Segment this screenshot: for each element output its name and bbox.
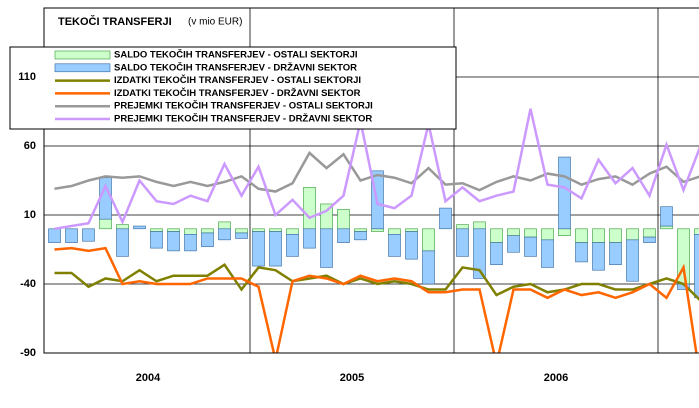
- bar: [218, 228, 231, 241]
- bar: [371, 228, 384, 232]
- bar: [592, 228, 605, 243]
- bar: [286, 234, 299, 257]
- bar: [524, 236, 537, 257]
- legend-label: IZDATKI TEKOČIH TRANSFERJEV - DRŽAVNI SE…: [114, 87, 361, 99]
- bar: [184, 234, 197, 252]
- legend-box: [9, 46, 457, 130]
- bar: [116, 228, 129, 257]
- plot-area: [44, 8, 699, 353]
- bar: [252, 228, 265, 232]
- legend-label: SALDO TEKOČIH TRANSFERJEV - OSTALI SEKTO…: [114, 49, 358, 61]
- bar: [422, 228, 435, 252]
- bar: [643, 236, 656, 243]
- legend-swatch: [54, 50, 111, 60]
- bar: [405, 231, 418, 260]
- bar: [320, 228, 333, 268]
- bar: [541, 239, 554, 268]
- line: [54, 262, 699, 301]
- bar: [422, 250, 435, 285]
- plot-frame: [43, 7, 699, 354]
- bar: [201, 228, 214, 234]
- bar: [592, 242, 605, 271]
- x-group-label: 2005: [340, 372, 364, 384]
- y-tick-label: 10: [24, 209, 36, 221]
- bar: [303, 228, 316, 249]
- x-group-label: 2004: [136, 372, 161, 384]
- bar: [456, 224, 469, 230]
- bar: [609, 242, 622, 265]
- bar: [541, 228, 554, 241]
- bar: [116, 224, 129, 230]
- legend-label: SALDO TEKOČIH TRANSFERJEV - DRŽAVNI SEKT…: [114, 61, 357, 73]
- bar: [626, 239, 639, 282]
- bar: [439, 207, 452, 230]
- bar: [82, 228, 95, 242]
- bar: [167, 231, 180, 252]
- bar: [575, 242, 588, 263]
- x-group-label: 2006: [544, 372, 568, 384]
- chart-subtitle: (v mio EUR): [188, 17, 242, 28]
- bar: [643, 228, 656, 238]
- chart-title: TEKOČI TRANSFERJI: [58, 15, 172, 28]
- bar: [286, 228, 299, 235]
- bar: [150, 228, 163, 232]
- line: [54, 150, 699, 193]
- bar: [660, 206, 673, 227]
- y-tick-label: 60: [24, 140, 36, 152]
- y-tick-label: -90: [20, 347, 36, 359]
- bar: [507, 235, 520, 253]
- line: [54, 246, 698, 353]
- legend-label: PREJEMKI TEKOČIH TRANSFERJEV - OSTALI SE…: [114, 100, 373, 112]
- bar: [405, 228, 418, 232]
- legend: SALDO TEKOČIH TRANSFERJEV - OSTALI SEKTO…: [9, 46, 457, 130]
- bar: [558, 156, 571, 230]
- bar: [473, 221, 486, 230]
- bar: [490, 242, 503, 265]
- bar: [99, 218, 112, 230]
- bar: [269, 228, 282, 232]
- bar: [694, 234, 699, 299]
- bar: [252, 231, 265, 267]
- bar: [167, 228, 180, 232]
- bar: [201, 232, 214, 248]
- bar: [235, 228, 248, 234]
- bar: [626, 228, 639, 241]
- bar: [218, 221, 231, 230]
- line: [54, 108, 699, 231]
- bar: [524, 228, 537, 238]
- bar: [388, 234, 401, 257]
- legend-label: IZDATKI TEKOČIH TRANSFERJEV - OSTALI SEK…: [114, 74, 361, 86]
- bar: [694, 228, 699, 235]
- bar: [337, 209, 350, 230]
- bar: [473, 228, 486, 279]
- bar: [575, 228, 588, 243]
- bar: [133, 225, 146, 230]
- bar: [303, 187, 316, 230]
- bar: [609, 228, 622, 243]
- bar: [269, 231, 282, 267]
- bar: [184, 228, 197, 235]
- bar: [354, 228, 367, 232]
- legend-swatch: [54, 63, 111, 73]
- bar: [388, 228, 401, 235]
- bar: [65, 228, 78, 243]
- bar: [490, 228, 503, 243]
- bar: [48, 228, 61, 243]
- bar: [558, 228, 571, 237]
- y-tick-label: -40: [20, 278, 36, 290]
- legend-label: PREJEMKI TEKOČIH TRANSFERJEV - DRŽAVNI S…: [114, 113, 372, 125]
- bar: [507, 228, 520, 237]
- bar: [354, 231, 367, 241]
- bar: [337, 228, 350, 243]
- bar: [150, 231, 163, 249]
- bar: [235, 232, 248, 239]
- bar: [456, 228, 469, 257]
- y-tick-label: 110: [18, 71, 36, 83]
- bar: [660, 225, 673, 230]
